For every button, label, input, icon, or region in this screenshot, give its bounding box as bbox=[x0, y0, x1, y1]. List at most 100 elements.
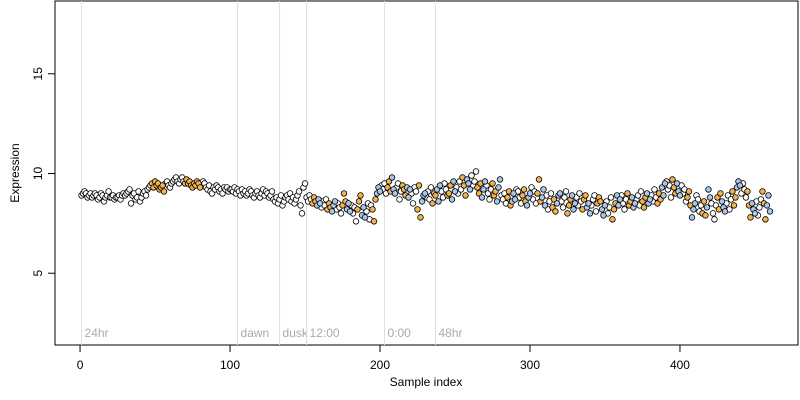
point bbox=[744, 188, 751, 195]
point bbox=[481, 178, 489, 185]
point bbox=[391, 190, 399, 197]
point bbox=[570, 206, 577, 213]
point bbox=[661, 180, 669, 187]
point bbox=[538, 194, 546, 201]
point bbox=[478, 194, 486, 201]
point bbox=[729, 188, 736, 195]
point bbox=[717, 190, 724, 197]
point bbox=[565, 202, 573, 209]
point bbox=[462, 192, 469, 199]
point bbox=[355, 198, 363, 205]
point bbox=[480, 186, 487, 193]
point bbox=[756, 204, 763, 211]
x-tick-label: 200 bbox=[370, 358, 390, 372]
point bbox=[468, 172, 475, 179]
point bbox=[354, 206, 361, 213]
point bbox=[372, 196, 379, 203]
y-tick-label: 5 bbox=[31, 270, 45, 277]
marker-label: 24hr bbox=[85, 326, 109, 340]
point bbox=[759, 188, 766, 195]
point bbox=[667, 194, 675, 201]
marker-label: dawn bbox=[241, 326, 270, 340]
point bbox=[535, 176, 543, 183]
point bbox=[592, 208, 600, 215]
point bbox=[486, 196, 493, 203]
x-tick-label: 0 bbox=[77, 358, 84, 372]
point bbox=[340, 190, 348, 197]
point bbox=[700, 198, 708, 205]
point bbox=[541, 202, 549, 209]
point bbox=[624, 190, 631, 197]
point bbox=[511, 196, 519, 203]
point bbox=[736, 182, 744, 189]
point bbox=[472, 168, 480, 175]
point bbox=[732, 194, 739, 201]
point bbox=[159, 182, 166, 189]
marker-label: 12:00 bbox=[310, 326, 340, 340]
point bbox=[564, 210, 571, 217]
point bbox=[747, 214, 754, 221]
plot-box bbox=[54, 0, 799, 346]
point bbox=[105, 188, 112, 195]
point bbox=[660, 192, 667, 199]
point bbox=[357, 192, 364, 199]
x-tick-label: 300 bbox=[520, 358, 540, 372]
marker-label: 0:00 bbox=[388, 326, 412, 340]
point bbox=[337, 210, 345, 217]
point bbox=[610, 206, 618, 213]
point bbox=[405, 194, 412, 201]
point bbox=[496, 176, 504, 183]
point bbox=[345, 200, 352, 207]
point bbox=[597, 198, 604, 205]
point bbox=[669, 176, 676, 183]
point bbox=[553, 200, 561, 207]
point bbox=[295, 188, 303, 195]
point bbox=[571, 200, 579, 207]
point bbox=[142, 192, 150, 199]
point bbox=[432, 192, 439, 199]
point bbox=[582, 192, 589, 199]
point bbox=[346, 208, 354, 215]
point bbox=[763, 202, 771, 209]
point bbox=[414, 206, 421, 213]
point bbox=[718, 198, 726, 205]
point bbox=[688, 214, 696, 221]
point bbox=[331, 198, 339, 205]
point bbox=[445, 190, 453, 197]
point bbox=[607, 194, 615, 201]
point bbox=[127, 200, 135, 207]
point bbox=[417, 214, 424, 221]
point bbox=[523, 202, 531, 209]
point bbox=[559, 204, 567, 211]
point bbox=[406, 186, 414, 193]
x-tick-label: 400 bbox=[670, 358, 690, 372]
point bbox=[298, 210, 306, 217]
point bbox=[196, 184, 204, 191]
point bbox=[361, 214, 369, 221]
point bbox=[396, 196, 403, 203]
point bbox=[709, 210, 717, 217]
point bbox=[684, 194, 691, 201]
point bbox=[561, 194, 568, 201]
point bbox=[609, 216, 616, 223]
point bbox=[690, 206, 697, 213]
point bbox=[586, 210, 594, 217]
point bbox=[711, 216, 718, 223]
point bbox=[651, 186, 658, 193]
point bbox=[576, 190, 583, 197]
point bbox=[418, 198, 426, 205]
point bbox=[766, 208, 774, 215]
point bbox=[556, 190, 564, 197]
y-axis-label: Expression bbox=[8, 143, 22, 202]
point bbox=[520, 186, 528, 193]
point bbox=[646, 196, 654, 203]
point bbox=[328, 208, 336, 215]
point bbox=[637, 188, 645, 195]
point bbox=[388, 174, 396, 181]
point bbox=[316, 200, 324, 207]
point bbox=[676, 192, 684, 199]
point bbox=[552, 208, 559, 215]
point bbox=[519, 192, 526, 199]
point bbox=[751, 210, 759, 217]
